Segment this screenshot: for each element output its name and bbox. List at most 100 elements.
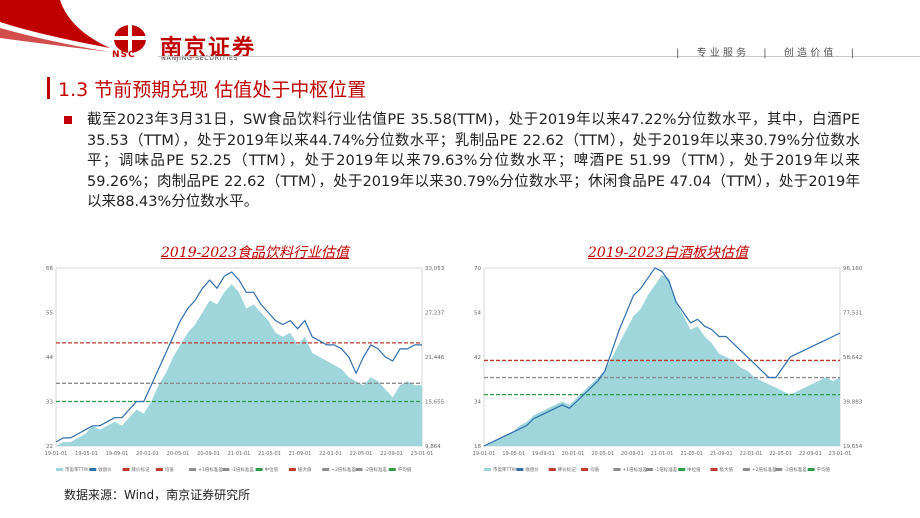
summary-paragraph: 截至2023年3月31日，SW食品饮料行业估值PE 35.58(TTM)，处于2… <box>87 112 860 210</box>
x-tick-label: 21-01-01 <box>228 451 251 457</box>
logo-abbr: NSC <box>112 50 136 60</box>
x-tick-label: 19-09-01 <box>106 451 129 457</box>
legend-label: 均值 <box>165 466 174 473</box>
legend-label: 收盘价 <box>98 466 112 473</box>
x-tick-label: 20-09-01 <box>621 451 644 457</box>
y-tick-label: 66 <box>46 266 53 272</box>
y2-tick-label: 33,053 <box>425 266 445 272</box>
x-tick-label: 20-01-01 <box>136 451 159 457</box>
legend-swatch <box>613 468 621 471</box>
y-tick-label: 44 <box>46 355 53 361</box>
y-tick-label: 54 <box>474 311 481 317</box>
x-tick-label: 19-01-01 <box>473 451 496 457</box>
y2-tick-label: 21,446 <box>425 355 445 361</box>
x-tick-label: 22-01-01 <box>740 451 763 457</box>
y-tick-label: 42 <box>474 355 481 361</box>
legend-swatch <box>89 468 97 471</box>
bullet-icon <box>64 116 72 124</box>
y2-tick-label: 27,237 <box>425 311 445 317</box>
x-tick-label: 23-01-01 <box>411 451 434 457</box>
legend-swatch <box>255 468 263 471</box>
legend-label: -1倍标准差 <box>231 466 254 473</box>
legend-label: 降价标记 <box>132 466 150 473</box>
legend-label: 均值 <box>590 466 599 473</box>
legend-swatch <box>388 468 396 471</box>
header-rule <box>158 56 920 57</box>
legend-swatch <box>155 468 163 471</box>
tagline: | 专 业 服 务 | 创 造 价 值 | <box>676 44 854 59</box>
title-marker <box>47 77 50 99</box>
legend-label: -2倍标准差 <box>784 466 807 473</box>
y-tick-label: 34 <box>474 400 481 406</box>
legend-label: +1倍标准差 <box>622 466 647 473</box>
x-tick-label: 20-05-01 <box>167 451 190 457</box>
legend-swatch <box>288 468 296 471</box>
x-tick-label: 19-09-01 <box>532 451 555 457</box>
legend-label: 收盘价 <box>525 466 539 473</box>
legend-label: 极大值 <box>720 466 734 473</box>
x-tick-label: 22-09-01 <box>380 451 403 457</box>
legend-swatch <box>775 468 783 471</box>
legend-label: 中位值 <box>265 466 279 473</box>
legend-label: 极大值 <box>298 466 312 473</box>
tagline-sep: | <box>763 48 767 59</box>
legend-label: 市盈率TTM <box>493 466 516 473</box>
legend-label: 平均值 <box>398 466 412 473</box>
legend-swatch <box>581 468 589 471</box>
x-tick-label: 20-09-01 <box>197 451 220 457</box>
x-tick-label: 19-05-01 <box>75 451 98 457</box>
y-tick-label: 33 <box>46 400 53 406</box>
y2-tick-label: 58,642 <box>843 355 862 361</box>
legend-swatch <box>678 468 686 471</box>
x-tick-label: 19-05-01 <box>502 451 525 457</box>
legend-swatch <box>516 468 524 471</box>
legend-label: +2倍标准差 <box>752 466 777 473</box>
price-line <box>483 267 841 447</box>
legend-swatch <box>322 468 330 471</box>
chart-1: 66 55 44 33 22 33,053 27,237 21,446 15,655 9,864 1… <box>45 266 445 473</box>
legend-label: 中位值 <box>687 466 701 473</box>
tagline-2: 创 造 价 值 <box>783 48 834 59</box>
y2-tick-label: 39,883 <box>843 400 863 406</box>
source-note: 数据来源：Wind，南京证券研究所 <box>64 488 251 502</box>
y-tick-label: 55 <box>46 311 53 317</box>
price-line <box>55 271 422 443</box>
x-tick-label: 21-09-01 <box>710 451 733 457</box>
chart-2: 70 54 42 34 18 96,160 77,531 58,642 39,883 19,654… <box>473 266 863 473</box>
header: NSC 南京证券 NANJING SECURITIES | 专 业 服 务 | … <box>0 0 920 62</box>
pe-area <box>56 284 422 446</box>
logo-icon <box>114 25 146 53</box>
x-tick-label: 19-01-01 <box>45 451 68 457</box>
legend-swatch <box>355 468 363 471</box>
chart-1-title: 2019-2023食品饮料行业估值 <box>161 245 349 261</box>
y2-tick-label: 9,864 <box>425 444 441 450</box>
x-tick-label: 22-05-01 <box>769 451 792 457</box>
chart-2-title: 2019-2023白酒板块估值 <box>588 245 748 261</box>
x-tick-label: 20-01-01 <box>562 451 585 457</box>
x-tick-label: 22-01-01 <box>319 451 342 457</box>
tagline-sep: | <box>850 48 854 59</box>
y2-tick-label: 15,655 <box>425 400 445 406</box>
x-tick-label: 21-01-01 <box>651 451 674 457</box>
legend-swatch <box>56 468 63 471</box>
x-tick-label: 22-09-01 <box>799 451 822 457</box>
tagline-sep: | <box>676 48 680 59</box>
y2-tick-label: 19,654 <box>843 444 863 450</box>
x-tick-label: 21-05-01 <box>680 451 703 457</box>
legend-swatch <box>122 468 130 471</box>
y2-tick-label: 77,531 <box>843 311 862 317</box>
y-tick-label: 18 <box>474 444 481 450</box>
x-tick-label: 23-01-01 <box>829 451 852 457</box>
header-swoosh <box>0 0 110 52</box>
legend-swatch <box>548 468 556 471</box>
legend-swatch <box>742 468 750 471</box>
legend-swatch <box>645 468 653 471</box>
y-tick-label: 22 <box>46 444 53 450</box>
legend-label: 平均值 <box>817 466 831 473</box>
legend-label: -1倍标准差 <box>655 466 678 473</box>
legend-swatch <box>189 468 197 471</box>
x-tick-label: 21-05-01 <box>258 451 281 457</box>
x-tick-label: 22-05-01 <box>350 451 373 457</box>
y-tick-label: 70 <box>474 266 481 272</box>
y2-tick-label: 96,160 <box>843 266 863 272</box>
